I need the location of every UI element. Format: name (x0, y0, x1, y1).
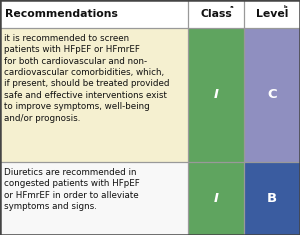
Text: it is recommended to screen
patients with HFpEF or HFmrEF
for both cardiovascula: it is recommended to screen patients wit… (4, 34, 170, 123)
Text: ᵃ: ᵃ (230, 4, 233, 13)
Bar (188, 162, 244, 235)
Text: C: C (267, 88, 277, 102)
Text: Recommendations: Recommendations (4, 9, 117, 19)
Text: ᵇ: ᵇ (284, 4, 287, 13)
Bar (0, 0, 300, 28)
Text: I: I (214, 192, 218, 205)
Text: Level: Level (256, 9, 288, 19)
Bar (0, 28, 188, 162)
Bar (244, 28, 300, 162)
Text: B: B (267, 192, 277, 205)
Bar (244, 162, 300, 235)
Text: I: I (214, 88, 218, 102)
Text: Class: Class (200, 9, 232, 19)
Bar (188, 28, 244, 162)
Bar (0, 162, 188, 235)
Text: Diuretics are recommended in
congested patients with HFpEF
or HFmrEF in order to: Diuretics are recommended in congested p… (4, 168, 140, 211)
